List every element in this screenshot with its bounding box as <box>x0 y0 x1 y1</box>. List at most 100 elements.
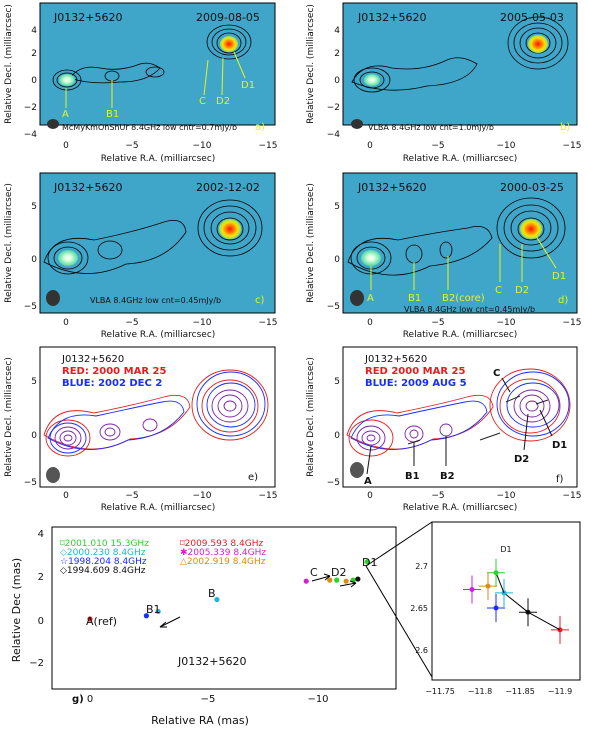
panel-b-letter: b) <box>560 122 570 133</box>
svg-text:2.6: 2.6 <box>415 646 428 655</box>
panel-g-label-B1: B1 <box>146 603 161 616</box>
panel-g-xlabel: Relative RA (mas) <box>151 714 249 727</box>
panel-b-yticks: 4 2 0 −2 −4 <box>327 26 341 140</box>
svg-text:2: 2 <box>38 572 44 583</box>
panel-d-comp-D1: D1 <box>552 271 566 282</box>
svg-text:−15: −15 <box>259 141 278 151</box>
svg-text:0: 0 <box>367 318 373 328</box>
panel-f-comp-B1: B1 <box>405 471 420 482</box>
point-aref-0 <box>87 616 93 622</box>
point-d2-0 <box>343 578 349 584</box>
legend-item: ✱2005.339 8.4GHz <box>180 548 266 558</box>
panel-b-xlabel: Relative R.A. (milliarcsec) <box>403 154 518 164</box>
panel-a-xticks: 0 −5 −10 −15 <box>63 141 277 151</box>
panel-e-blue-label: BLUE: 2002 DEC 2 <box>62 378 162 389</box>
svg-text:4: 4 <box>334 26 340 36</box>
inset-yticks: 2.7 2.65 2.6 <box>410 562 428 655</box>
zoom-connector <box>365 521 433 678</box>
panel-e-xlabel: Relative R.A. (milliarcsec) <box>101 503 216 513</box>
panel-c: J0132+5620 2002-12-02 VLBA 8.4GHz low cn… <box>4 172 278 340</box>
panel-a-date: 2009-08-05 <box>196 11 260 24</box>
beam-ellipse <box>351 119 363 129</box>
panel-f-blue-label: BLUE: 2009 AUG 5 <box>365 378 467 389</box>
inset-track <box>527 611 561 631</box>
panel-g-label-D1: D1 <box>362 556 377 569</box>
beam-ellipse <box>350 462 364 478</box>
panel-a-comp-A: A <box>62 109 69 120</box>
panel-f-letter: f) <box>556 474 564 485</box>
panel-e-source: J0132+5620 <box>61 354 124 365</box>
panel-a-source: J0132+5620 <box>53 11 122 24</box>
panel-g-label-D2: D2 <box>331 566 346 579</box>
svg-text:−10: −10 <box>307 694 328 705</box>
panel-g-frame <box>51 526 397 690</box>
svg-text:0: 0 <box>63 491 69 501</box>
panel-f-leaders <box>366 377 553 475</box>
panel-e-yticks: 5 0 −5 <box>24 377 38 488</box>
panel-f-comp-D2: D2 <box>514 454 529 465</box>
svg-text:−15: −15 <box>563 318 582 328</box>
point-b-0 <box>214 596 220 603</box>
svg-text:−11.75: −11.75 <box>425 687 455 696</box>
svg-text:−2: −2 <box>29 658 44 669</box>
panel-a-frame <box>39 2 276 126</box>
panel-d-xlabel: Relative R.A. (milliarcsec) <box>403 330 518 340</box>
svg-text:0: 0 <box>63 141 69 151</box>
svg-text:−15: −15 <box>563 491 582 501</box>
legend-item: △2002.919 8.4GHz <box>180 557 266 567</box>
svg-text:−11.85: −11.85 <box>505 687 535 696</box>
panel-f-comp-B2: B2 <box>440 471 455 482</box>
inset-point-4 <box>485 583 491 589</box>
inset-track <box>503 592 529 613</box>
panel-g-label-B: B <box>208 587 216 600</box>
panel-b-xticks: 0 −5 −10 −15 <box>367 141 581 151</box>
panel-f-yticks: 5 0 −5 <box>327 377 341 488</box>
panel-a-comp-C: C <box>199 96 206 107</box>
legend-item: ◇2000.230 8.4GHz <box>60 548 146 558</box>
panel-a-comp-D1: D1 <box>241 80 255 91</box>
svg-text:−5: −5 <box>327 478 340 488</box>
svg-text:2.7: 2.7 <box>415 562 428 571</box>
point-b1-1 <box>155 608 161 615</box>
inset-d1: D1 2.7 2.65 2.6 −11.75 −11.8 −11.85 −11.… <box>410 521 581 696</box>
svg-text:0: 0 <box>31 431 37 441</box>
panel-e-red-label: RED: 2000 MAR 25 <box>62 366 166 377</box>
svg-text:0: 0 <box>31 76 37 86</box>
panel-d-caption: VLBA 8.4GHz low cnt=0.45mJy/b <box>404 305 535 314</box>
panel-f-comp-C: C <box>493 368 500 379</box>
inset-xticks: −11.75 −11.8 −11.85 −11.9 <box>425 687 572 696</box>
panel-f-ylabel: Relative Decl. (milliarcsec) <box>306 357 316 477</box>
panel-a-yticks: 4 2 0 −2 −4 <box>24 26 38 140</box>
panel-g-legend: ⌑2001.010 15.3GHz◇2000.230 8.4GHz☆1998.2… <box>60 539 266 576</box>
panel-d-comp-C: C <box>495 285 502 296</box>
svg-text:−5: −5 <box>24 302 37 312</box>
panel-c-contours <box>43 199 263 275</box>
panel-d-comp-B1: B1 <box>408 293 421 304</box>
panel-d-yticks: 5 0 −5 <box>327 202 341 312</box>
inset-track <box>495 572 505 594</box>
legend-item: ◇1994.609 8.4GHz <box>60 566 146 576</box>
panel-e-letter: e) <box>248 472 258 483</box>
svg-text:0: 0 <box>367 491 373 501</box>
svg-text:−10: −10 <box>193 491 212 501</box>
svg-text:−5: −5 <box>201 694 216 705</box>
svg-text:−4: −4 <box>24 130 38 140</box>
legend-item: ⌑2009.593 8.4GHz <box>180 539 263 549</box>
panel-b-ylabel: Relative Decl. (milliarcsec) <box>306 4 316 124</box>
panel-a: J0132+5620 2009-08-05 McMyKmOnShUr 8.4GH… <box>4 2 278 164</box>
panel-c-source: J0132+5620 <box>53 181 122 194</box>
panel-a-comp-B1: B1 <box>106 109 119 120</box>
svg-text:0: 0 <box>334 76 340 86</box>
panel-a-contours <box>52 24 252 91</box>
svg-text:5: 5 <box>334 377 340 387</box>
svg-text:0: 0 <box>63 318 69 328</box>
svg-text:2: 2 <box>31 49 37 59</box>
panel-d-date: 2000-03-25 <box>500 181 564 194</box>
panel-c-date: 2002-12-02 <box>196 181 260 194</box>
panel-a-leaders <box>65 51 246 108</box>
svg-text:−11.9: −11.9 <box>548 687 573 696</box>
panel-a-letter: a) <box>255 122 265 133</box>
panel-d-xticks: 0 −5 −10 −15 <box>367 318 581 328</box>
panel-g-label-A: A(ref) <box>86 615 117 628</box>
panel-d-comp-A: A <box>367 293 374 304</box>
